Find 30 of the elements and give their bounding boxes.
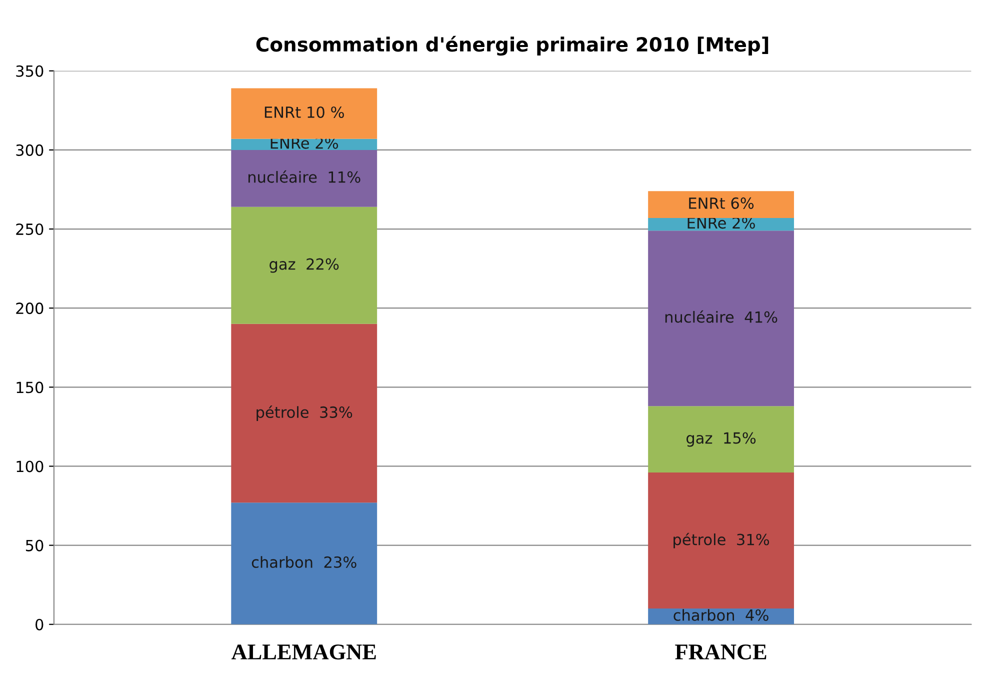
bar bbox=[231, 150, 378, 207]
data-label: nucléaire 41% bbox=[665, 310, 778, 323]
bar bbox=[648, 406, 794, 473]
y-tick-label: 300 bbox=[16, 144, 44, 156]
data-label: charbon 23% bbox=[252, 556, 356, 568]
data-label: pétrole 33% bbox=[256, 406, 352, 421]
x-tick-label: FRANCE bbox=[675, 644, 766, 660]
bar bbox=[648, 472, 794, 609]
bar bbox=[648, 230, 794, 406]
data-label: ENRt 10 % bbox=[264, 106, 344, 118]
data-label: gaz 22% bbox=[270, 258, 339, 273]
bar bbox=[231, 88, 378, 139]
bar bbox=[231, 502, 378, 624]
data-label: ENRt 6% bbox=[689, 197, 754, 209]
y-tick-label: 200 bbox=[16, 302, 44, 314]
bar bbox=[231, 206, 378, 324]
y-tick-label: 350 bbox=[16, 65, 44, 77]
y-tick-label: 100 bbox=[16, 460, 44, 472]
data-label: pétrole 31% bbox=[674, 532, 770, 548]
y-tick-label: 150 bbox=[16, 382, 44, 394]
x-tick-label: ALLEMAGNE bbox=[231, 644, 376, 660]
y-tick-label: 0 bbox=[36, 618, 44, 630]
data-label: gaz 15% bbox=[686, 432, 756, 447]
y-tick-label: 50 bbox=[26, 540, 44, 552]
chart-title: Consommation d'énergie primaire 2010 [Mtep] bbox=[256, 36, 768, 56]
bar bbox=[648, 191, 794, 218]
bar bbox=[231, 324, 378, 503]
data-label: nucléaire 11% bbox=[248, 170, 360, 183]
data-label: charbon 4% bbox=[674, 609, 768, 621]
y-tick-label: 250 bbox=[16, 223, 44, 236]
